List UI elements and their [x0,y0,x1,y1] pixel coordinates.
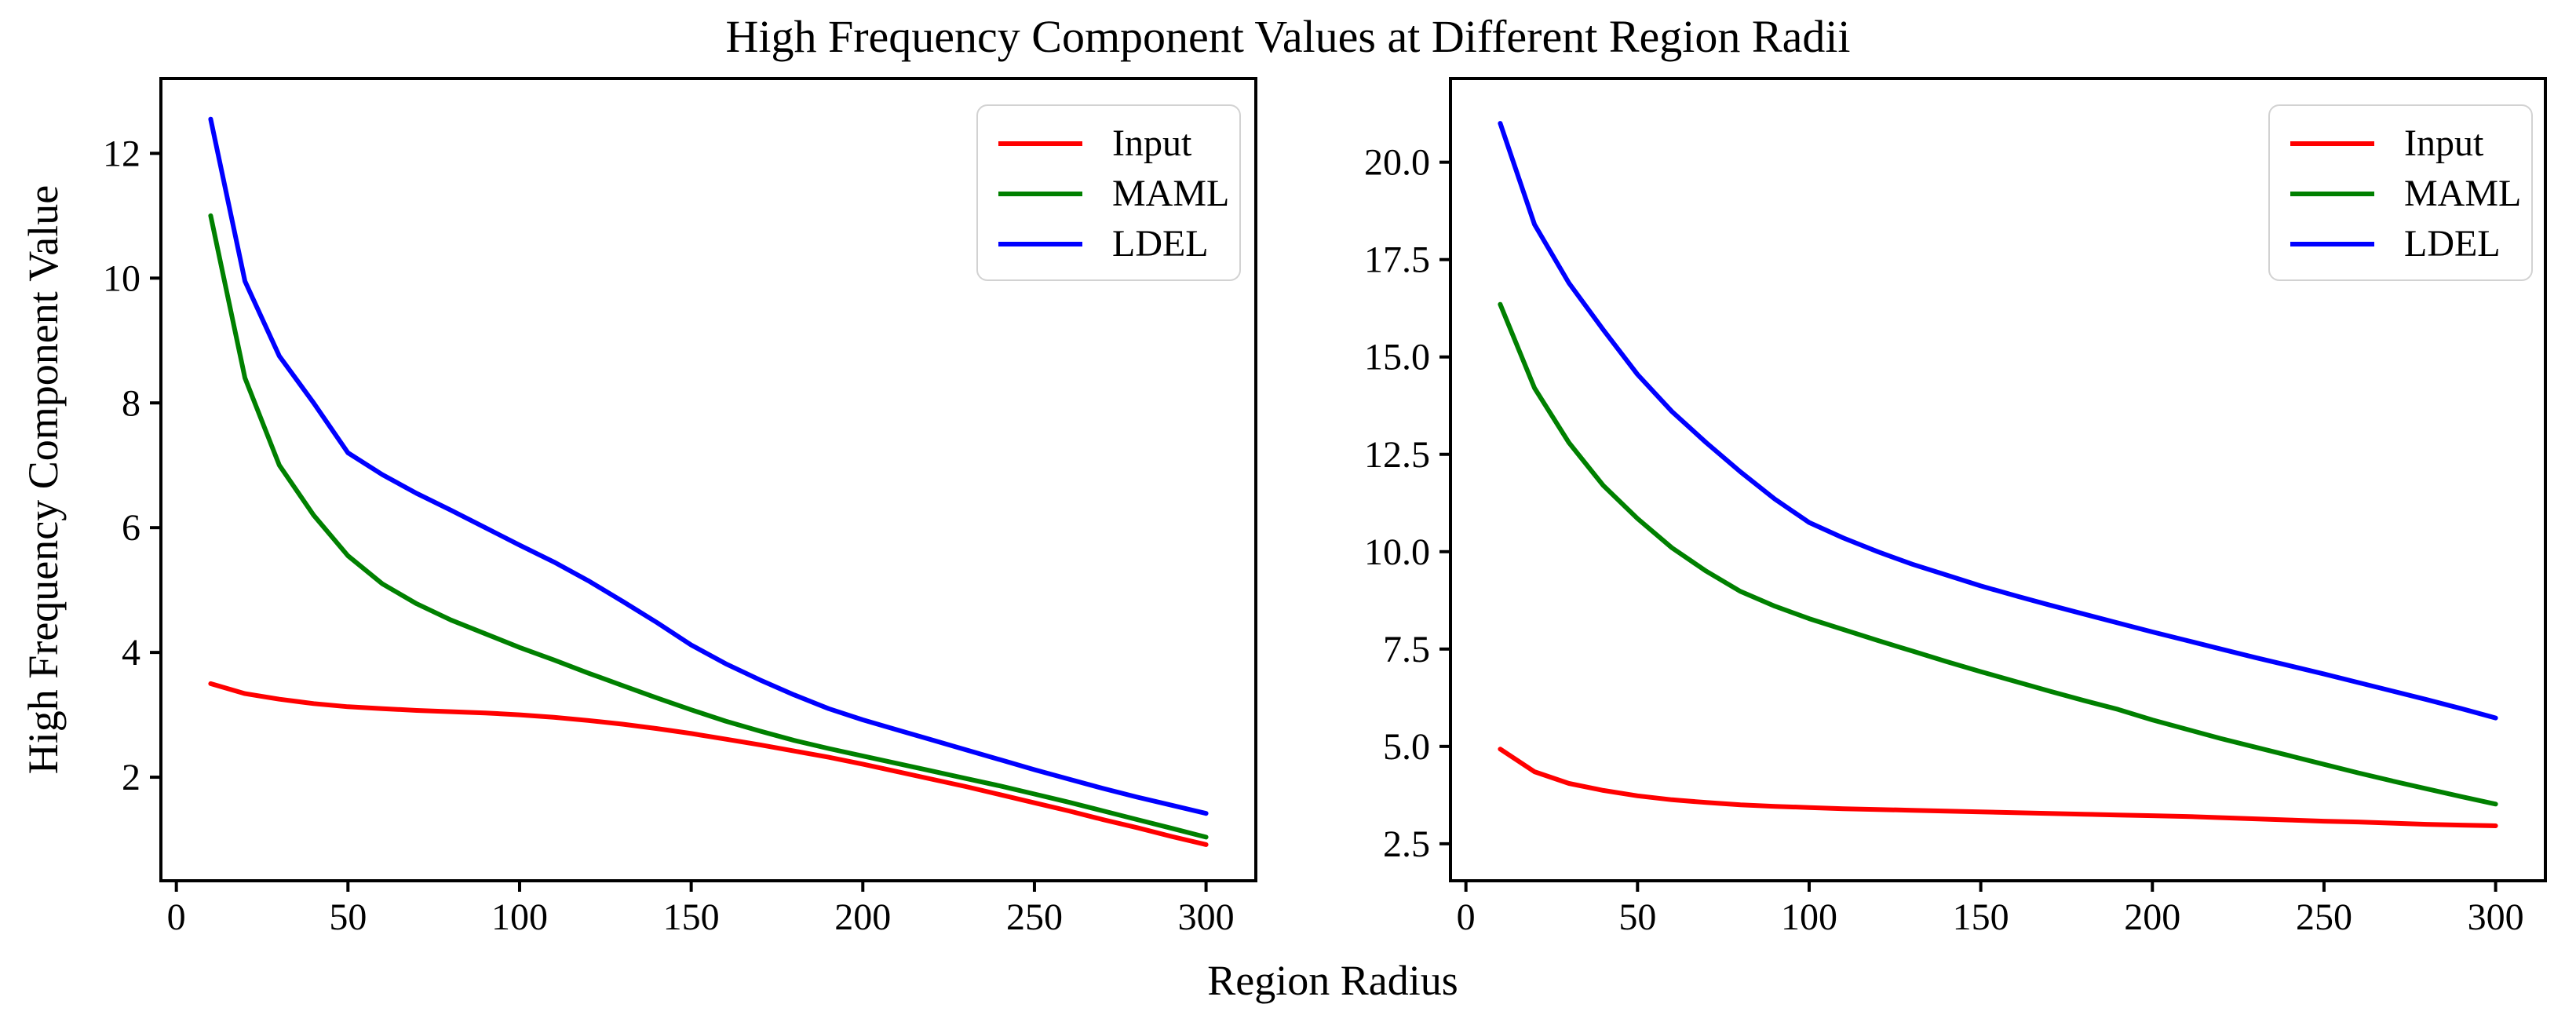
x-tick-label-right: 150 [1953,896,2009,938]
y-tick-label-right: 10.0 [1364,531,1430,573]
input-line-swatch [998,141,1082,146]
legend-label-input: Input [2404,122,2484,164]
ldel-line-swatch [2290,242,2374,246]
x-tick-label-right: 0 [1457,896,1476,938]
legend-label-input: Input [1112,122,1192,164]
x-tick-label-left: 150 [663,896,720,938]
curve-input-right [1498,747,2498,828]
y-tick-label-left: 10 [103,257,140,299]
y-tick-label-left: 12 [103,133,140,174]
legend-item-input: Input [998,119,1239,169]
legend-item-ldel: LDEL [998,219,1239,269]
x-tick-label-right: 50 [1618,896,1656,938]
legend-item-maml: MAML [998,169,1239,219]
x-tick-label-left: 250 [1006,896,1063,938]
curve-input-left [208,681,1209,847]
curve-maml-left [208,213,1209,840]
y-tick-label-right: 2.5 [1383,823,1430,865]
y-tick-label-right: 7.5 [1383,629,1430,670]
y-tick-label-left: 2 [122,757,140,798]
legend-item-input: Input [2290,119,2531,169]
y-tick-label-right: 17.5 [1364,239,1430,281]
x-axis-label: Region Radius [1207,957,1458,1004]
y-tick-label-right: 15.0 [1364,337,1430,378]
x-tick-label-left: 100 [491,896,548,938]
legend-left-panel: Input MAML LDEL [976,104,1241,281]
y-tick-label-left: 6 [122,507,140,549]
input-line-swatch [2290,141,2374,146]
legend-label-ldel: LDEL [2404,223,2501,265]
ldel-line-swatch [998,242,1082,246]
legend-label-ldel: LDEL [1112,223,1209,265]
maml-line-swatch [2290,192,2374,196]
x-tick-label-right: 250 [2296,896,2352,938]
y-tick-label-right: 5.0 [1383,726,1430,768]
x-tick-label-left: 200 [834,896,891,938]
y-tick-label-left: 4 [122,632,140,674]
y-tick-label-right: 12.5 [1364,434,1430,476]
legend-label-maml: MAML [2404,173,2522,214]
chart-title: High Frequency Component Values at Diffe… [725,11,1851,62]
legend-label-maml: MAML [1112,173,1230,214]
y-tick-label-left: 8 [122,382,140,424]
x-tick-label-left: 300 [1178,896,1235,938]
x-tick-label-left: 50 [329,896,367,938]
legend-right-panel: Input MAML LDEL [2268,104,2533,281]
curve-ldel-left [208,116,1209,816]
curve-ldel-right [1498,121,2498,721]
legend-item-ldel: LDEL [2290,219,2531,269]
maml-line-swatch [998,192,1082,196]
legend-item-maml: MAML [2290,169,2531,219]
x-tick-label-right: 100 [1781,896,1837,938]
x-tick-label-right: 300 [2468,896,2524,938]
curve-maml-right [1498,301,2498,807]
y-tick-label-right: 20.0 [1364,142,1430,184]
x-tick-label-left: 0 [167,896,186,938]
x-tick-label-right: 200 [2124,896,2180,938]
